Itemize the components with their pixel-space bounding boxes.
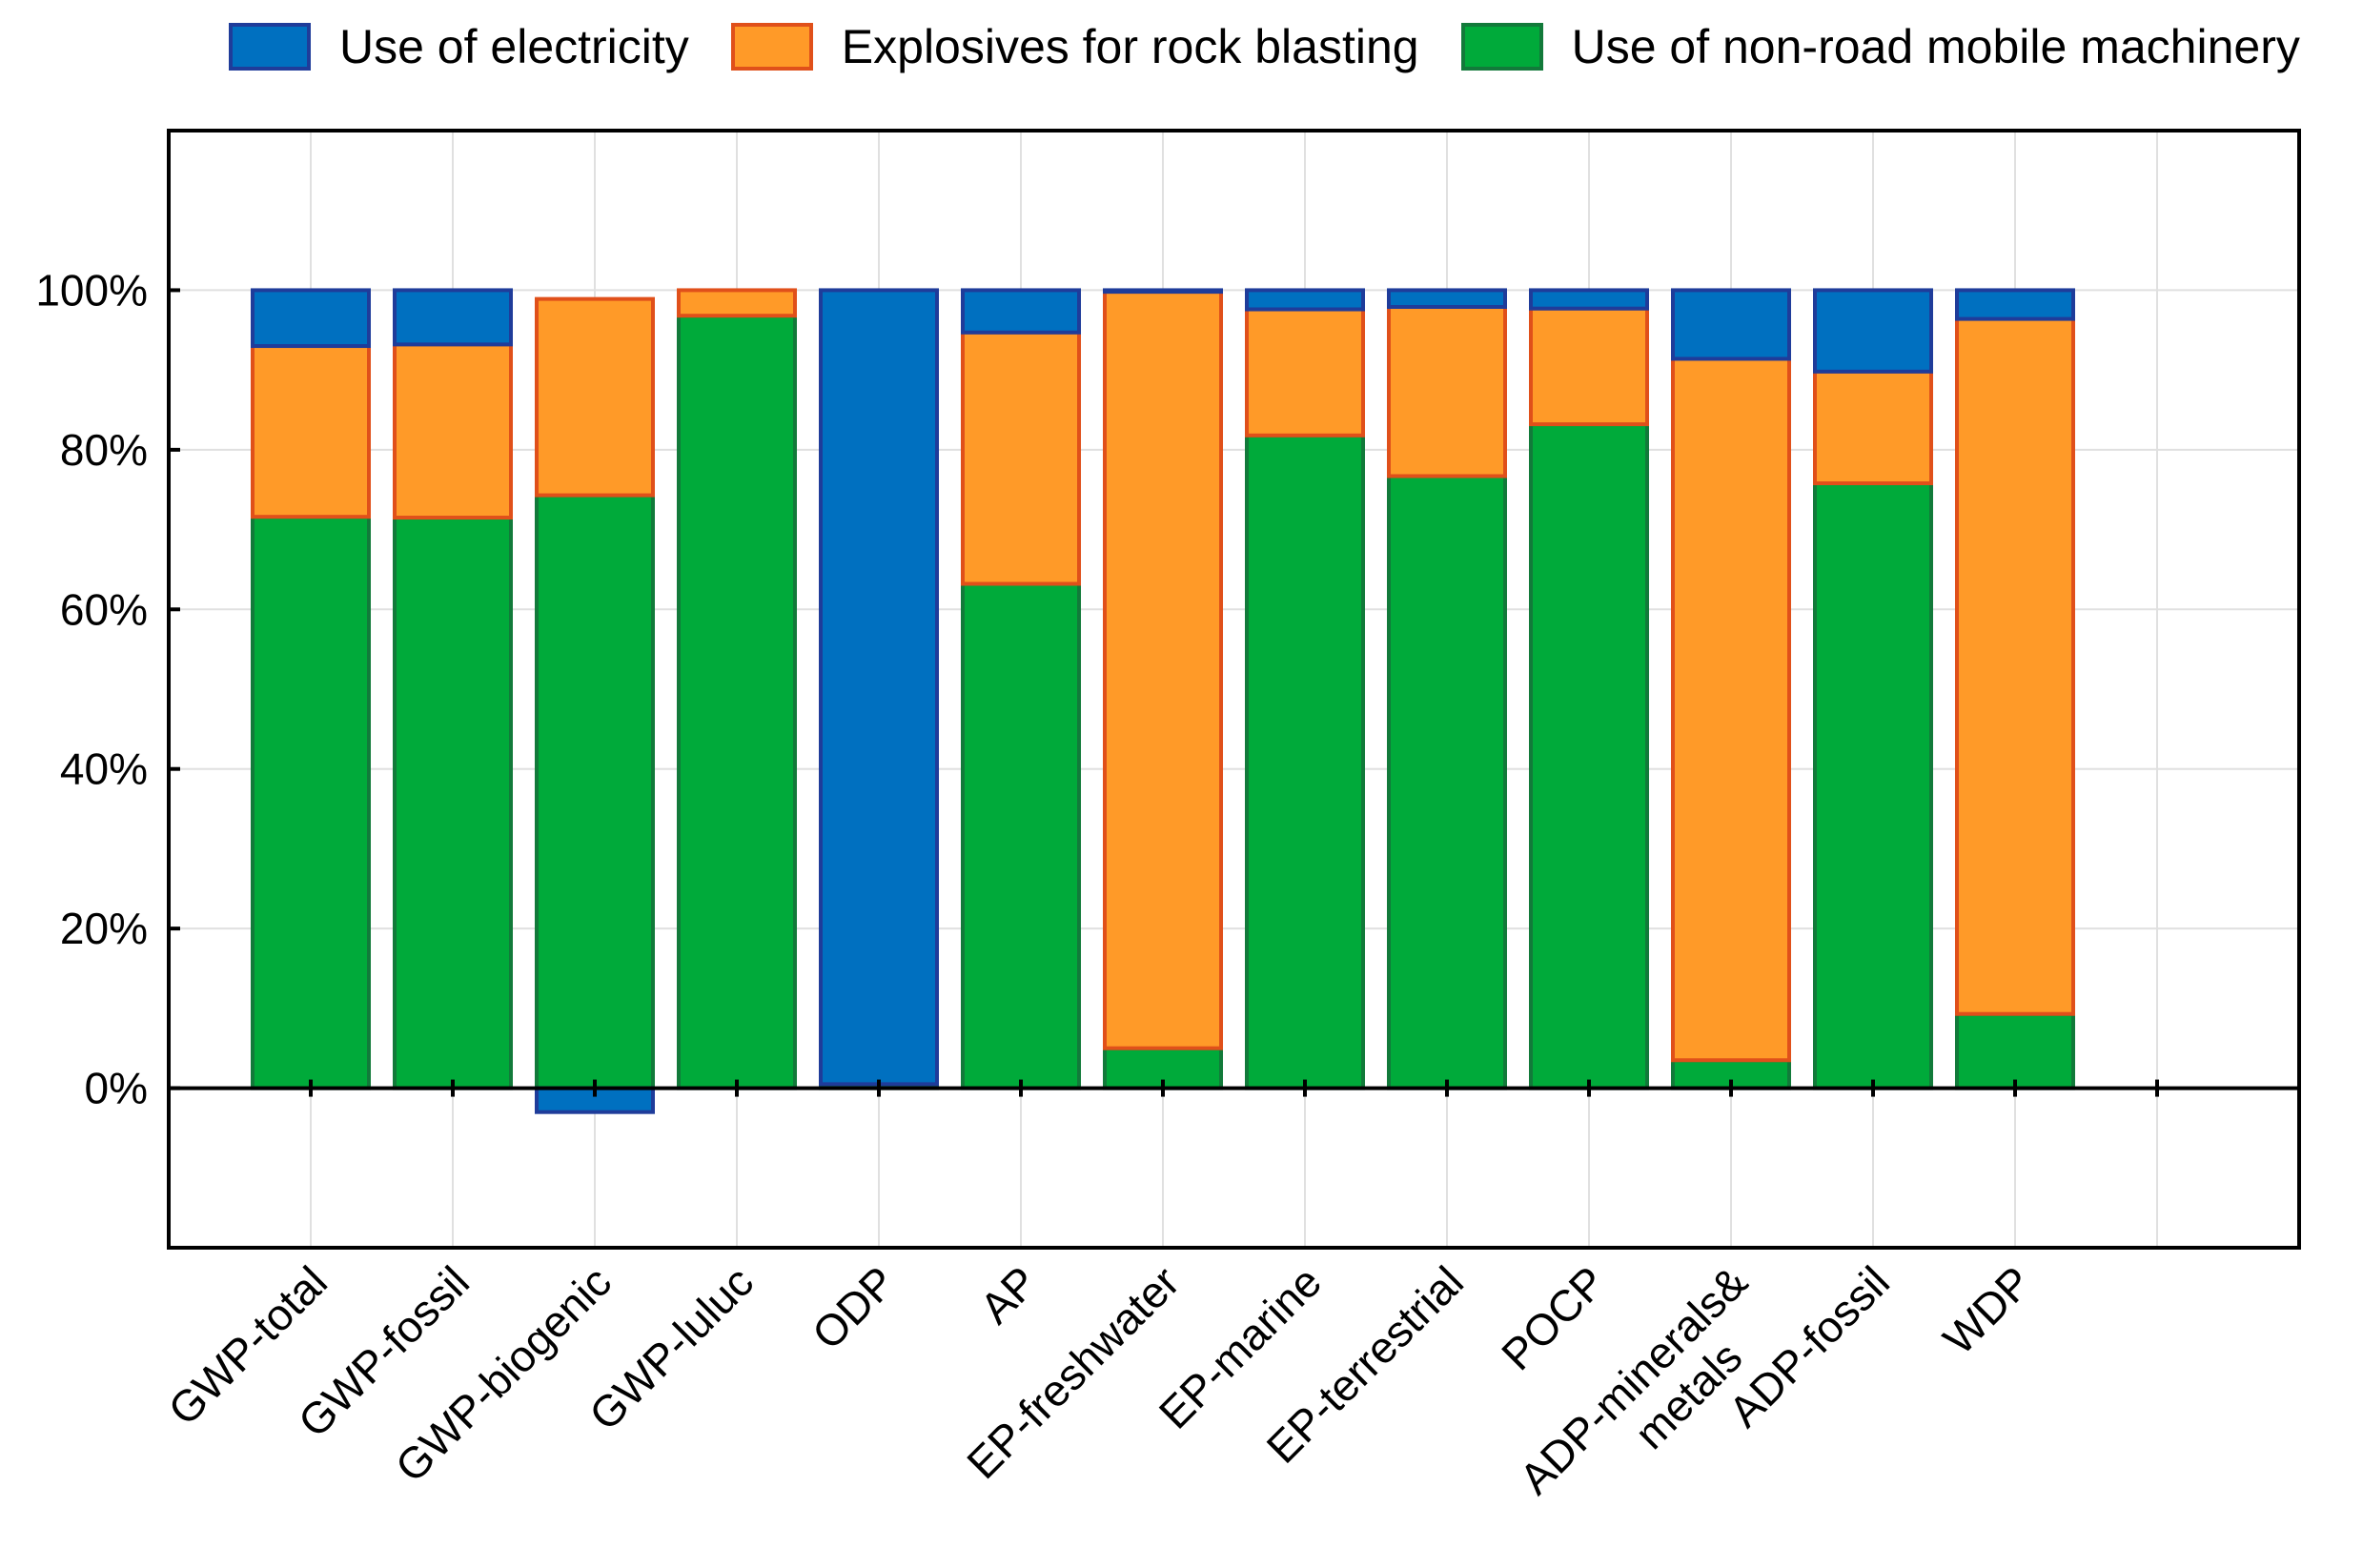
- bar-segment-machinery: [961, 581, 1081, 1090]
- bar-segment-electricity: [1955, 288, 2075, 321]
- bar-segment-explosives: [1387, 305, 1507, 479]
- bar-segment-machinery: [1813, 481, 1933, 1090]
- bar-segment-explosives: [1245, 307, 1365, 438]
- bar-segment-machinery: [251, 515, 371, 1090]
- bar-segment-electricity: [1671, 288, 1791, 361]
- legend-swatch-electricity: [229, 23, 311, 71]
- axes-layer: [167, 129, 2301, 1250]
- bar-segment-electricity: [251, 288, 371, 349]
- bar-segment-explosives: [1671, 356, 1791, 1063]
- bar-segment-explosives: [1529, 306, 1649, 427]
- bar-segment-explosives: [1813, 369, 1933, 486]
- legend-label-explosives: Explosives for rock blasting: [841, 20, 1419, 73]
- bar-segment-electricity: [1813, 288, 1933, 374]
- bar-segment-electricity: [393, 288, 513, 347]
- bar-segment-electricity: [1103, 288, 1223, 295]
- y-tick-label: 60%: [60, 584, 148, 634]
- bar-segment-explosives: [1955, 316, 2075, 1016]
- chart-legend: Use of electricity Explosives for rock b…: [229, 19, 2300, 74]
- legend-label-electricity: Use of electricity: [339, 20, 689, 73]
- legend-item-explosives: Explosives for rock blasting: [730, 19, 1419, 74]
- bar-segment-explosives: [677, 288, 797, 318]
- bar-segment-machinery: [677, 314, 797, 1090]
- bar-segment-electricity: [819, 288, 939, 1087]
- bar-segment-machinery: [1529, 422, 1649, 1090]
- bar-segment-electricity: [1245, 288, 1365, 312]
- bar-segment-machinery: [535, 493, 655, 1090]
- legend-item-machinery: Use of non-road mobile machinery: [1460, 19, 2300, 74]
- y-tick-label: 20%: [60, 904, 148, 953]
- x-tick-label: AP: [970, 1256, 1047, 1333]
- bar-segment-explosives: [961, 330, 1081, 586]
- y-tick-label: 100%: [35, 265, 148, 315]
- bar-segment-machinery: [1955, 1011, 2075, 1090]
- bar-segment-explosives: [1103, 290, 1223, 1050]
- bar-segment-electricity: [961, 288, 1081, 335]
- bar-segment-explosives: [251, 344, 371, 519]
- legend-swatch-machinery: [1460, 23, 1543, 71]
- y-tick-label: 0%: [85, 1064, 148, 1113]
- plot-frame: [167, 129, 2301, 1250]
- bar-segment-explosives: [535, 296, 655, 498]
- bar-segment-machinery: [1245, 433, 1365, 1090]
- x-tick-label: POCP: [1492, 1256, 1615, 1379]
- bar-segment-machinery: [1387, 474, 1507, 1090]
- bar-segment-explosives: [393, 342, 513, 520]
- bar-segment-electricity: [1529, 288, 1649, 311]
- bar-segment-machinery: [393, 516, 513, 1090]
- bar-segment-electricity: [1387, 288, 1507, 310]
- bars-layer: [251, 288, 2075, 1114]
- legend-swatch-explosives: [730, 23, 813, 71]
- legend-label-machinery: Use of non-road mobile machinery: [1571, 20, 2300, 73]
- y-tick-label: 40%: [60, 744, 148, 794]
- x-tick-label: ODP: [803, 1256, 905, 1358]
- y-tick-label: 80%: [60, 425, 148, 475]
- legend-item-electricity: Use of electricity: [229, 19, 689, 74]
- x-tick-label: WDP: [1933, 1256, 2041, 1364]
